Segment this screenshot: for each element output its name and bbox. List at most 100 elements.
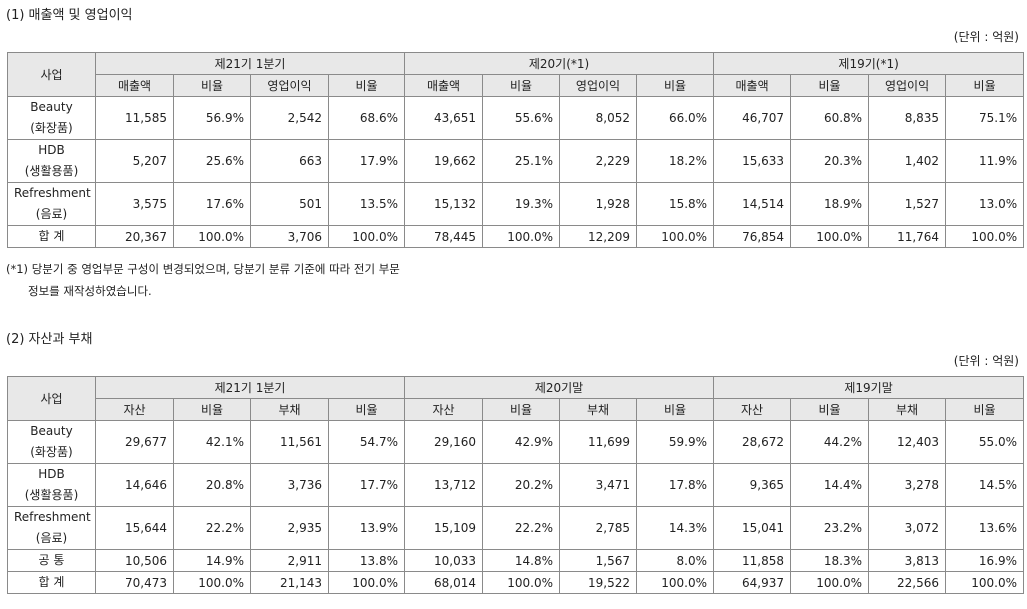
header-period: 제21기 1분기 (94, 52, 406, 75)
row-label: 공 통 (7, 549, 96, 572)
table-row: Beauty (화장품) 11,585 56.9% 2,542 68.6% 43,651 55… (7, 96, 1025, 140)
table-cell: 100.0% (790, 225, 870, 248)
row-label-line1: Refreshment (14, 186, 91, 200)
revenue-table: 사업 제21기 1분기 제20기(*1) 제19기(*1) 매출액 비율 영업이익 비율 매출액… (7, 52, 1025, 248)
table-cell: 25.1% (482, 139, 561, 183)
table-cell: 100.0% (327, 225, 406, 248)
table-cell: 55.0% (945, 420, 1025, 464)
table-cell: 2,785 (559, 506, 638, 550)
table-cell: 13,712 (404, 463, 484, 507)
table-cell: 8.0% (636, 549, 715, 572)
table-cell: 19,662 (404, 139, 484, 183)
table-cell: 3,736 (250, 463, 329, 507)
table-cell: 22,566 (868, 571, 947, 594)
table-cell: 3,706 (250, 225, 329, 248)
section1-title: (1) 매출액 및 영업이익 (6, 8, 133, 23)
row-label: HDB (생활용품) (7, 463, 96, 507)
table-cell: 56.9% (173, 96, 251, 140)
subheader-cell: 자산 (404, 398, 484, 421)
table-cell: 55.6% (482, 96, 561, 140)
row-label: Refreshment (음료) (7, 182, 96, 226)
subheader-cell: 매출액 (404, 74, 484, 97)
table-cell: 12,403 (868, 420, 947, 464)
table-cell: 13.5% (327, 182, 406, 226)
row-label: Refreshment (음료) (7, 506, 96, 550)
subheader-cell: 매출액 (713, 74, 792, 97)
header-row: 사업 제21기 1분기 제20기말 제19기말 (7, 376, 1025, 421)
table-cell: 501 (250, 182, 329, 226)
table-cell: 60.8% (790, 96, 870, 140)
subheader-cell: 자산 (713, 398, 792, 421)
table-cell: 68.6% (327, 96, 406, 140)
table-cell: 42.9% (482, 420, 561, 464)
table-cell: 18.9% (790, 182, 870, 226)
table-cell: 64,937 (713, 571, 792, 594)
table-cell: 15.8% (636, 182, 715, 226)
table-cell: 3,072 (868, 506, 947, 550)
row-label-line1: Refreshment (14, 510, 91, 524)
table-cell: 14,646 (95, 463, 174, 507)
table-cell: 29,677 (95, 420, 174, 464)
table-cell: 100.0% (636, 225, 715, 248)
table-cell: 17.7% (327, 463, 406, 507)
table-cell: 15,109 (404, 506, 484, 550)
table-cell: 75.1% (945, 96, 1025, 140)
table-cell: 13.8% (327, 549, 406, 572)
subheader-cell: 비율 (945, 398, 1025, 421)
table-cell: 42.1% (173, 420, 251, 464)
table-cell: 54.7% (327, 420, 406, 464)
table-cell: 15,041 (713, 506, 792, 550)
table-cell: 18.2% (636, 139, 715, 183)
table-cell: 9,365 (713, 463, 792, 507)
header-row: 사업 제21기 1분기 제20기(*1) 제19기(*1) (7, 52, 1025, 97)
footnote-line-2: 정보를 재작성하였습니다. (28, 284, 152, 298)
row-label-line2: (음료) (35, 207, 68, 221)
header-business: 사업 (7, 52, 96, 97)
table-cell: 3,813 (868, 549, 947, 572)
table-cell: 100.0% (482, 225, 561, 248)
header-period: 제19기말 (713, 376, 1025, 399)
table-cell: 663 (250, 139, 329, 183)
subheader-cell: 영업이익 (250, 74, 329, 97)
table-cell: 2,542 (250, 96, 329, 140)
table-cell: 59.9% (636, 420, 715, 464)
table-cell: 3,471 (559, 463, 638, 507)
table-cell: 100.0% (790, 571, 870, 594)
section2-title: (2) 자산과 부채 (6, 332, 93, 347)
table-cell: 3,278 (868, 463, 947, 507)
table-cell: 14.5% (945, 463, 1025, 507)
assets-table: 사업 제21기 1분기 제20기말 제19기말 자산 비율 부채 비율 자산 비율 부채 비율 자산 비율… (7, 376, 1025, 594)
table-cell: 11,699 (559, 420, 638, 464)
row-label-line2: (음료) (35, 531, 68, 545)
table-cell: 18.3% (790, 549, 870, 572)
table-row: 합 계 70,473 100.0% 21,143 100.0% 68,014 100.0% 1… (7, 571, 1025, 594)
subheader-cell: 비율 (790, 74, 870, 97)
table-cell: 8,835 (868, 96, 947, 140)
table-row: HDB (생활용품) 14,646 20.8% 3,736 17.7% 13,712 20.2… (7, 463, 1025, 507)
table-cell: 46,707 (713, 96, 792, 140)
table-cell: 14.9% (173, 549, 251, 572)
subheader-cell: 비율 (482, 398, 561, 421)
table-cell: 13.0% (945, 182, 1025, 226)
row-label: Beauty (화장품) (7, 420, 96, 464)
table-cell: 17.9% (327, 139, 406, 183)
table-cell: 20.3% (790, 139, 870, 183)
subheader-cell: 매출액 (95, 74, 174, 97)
table-cell: 13.6% (945, 506, 1025, 550)
subheader-row: 자산 비율 부채 비율 자산 비율 부채 비율 자산 비율 부채 비율 (8, 398, 1025, 421)
table-row: Beauty (화장품) 29,677 42.1% 11,561 54.7% 29,160 4… (7, 420, 1025, 464)
subheader-cell: 비율 (945, 74, 1025, 97)
subheader-cell: 부채 (559, 398, 638, 421)
table-cell: 14.4% (790, 463, 870, 507)
subheader-cell: 비율 (327, 398, 406, 421)
table-cell: 2,911 (250, 549, 329, 572)
table-cell: 25.6% (173, 139, 251, 183)
table-cell: 11.9% (945, 139, 1025, 183)
table-cell: 3,575 (95, 182, 174, 226)
table-cell: 15,633 (713, 139, 792, 183)
table-cell: 100.0% (636, 571, 715, 594)
table-cell: 76,854 (713, 225, 792, 248)
table-row: 합 계 20,367 100.0% 3,706 100.0% 78,445 100.0% 12… (7, 225, 1025, 248)
table-cell: 14.8% (482, 549, 561, 572)
table-cell: 100.0% (945, 225, 1025, 248)
